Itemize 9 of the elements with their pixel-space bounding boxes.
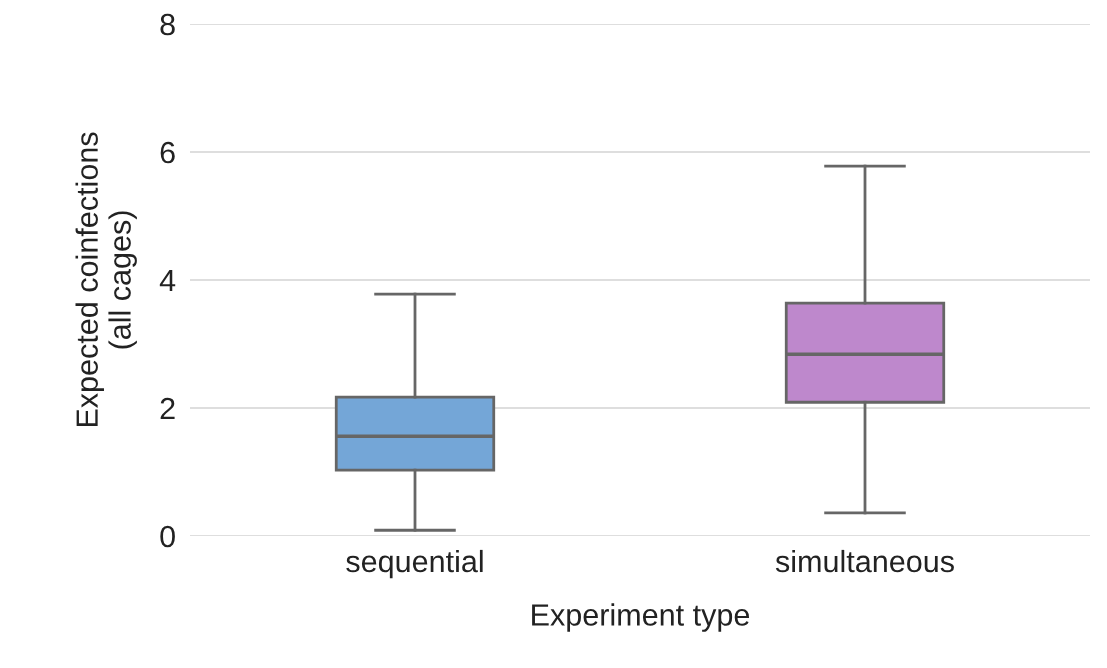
y-tick-label: 0 [160, 525, 175, 548]
y-axis-title: Expected coinfections (all cages) [75, 132, 137, 427]
x-axis-title: Experiment type [532, 603, 750, 632]
y-tick-label: 6 [160, 141, 175, 164]
y-tick-label: 4 [159, 270, 176, 292]
y-tick-label: 8 [160, 13, 175, 36]
y-tick-label: 2 [160, 397, 175, 420]
x-tick-label: sequential [346, 549, 483, 579]
x-tick-label: simultaneous [775, 549, 954, 573]
